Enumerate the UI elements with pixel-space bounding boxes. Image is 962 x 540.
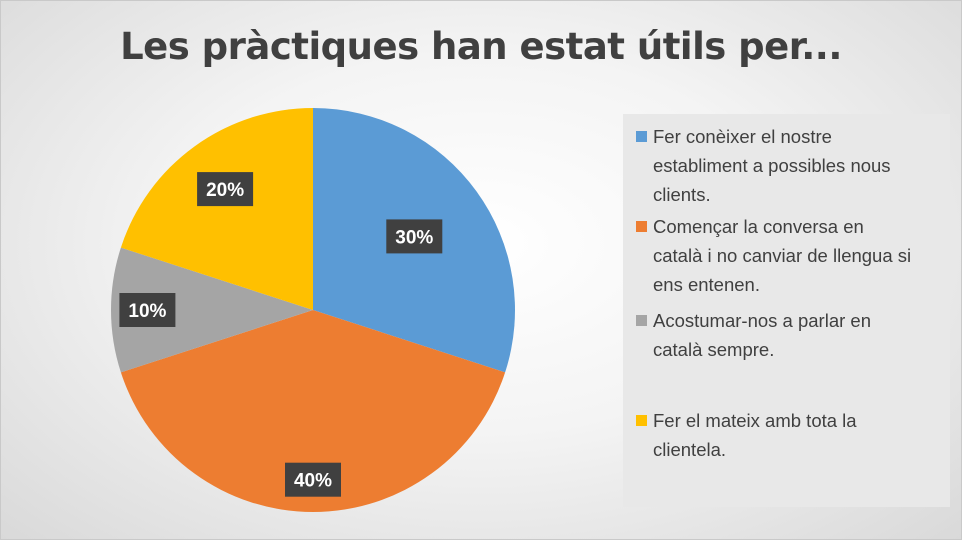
legend-item: Fer el mateix amb tota la clientela. <box>633 406 940 464</box>
data-label-text: 10% <box>128 301 166 322</box>
legend-line: establiment a possibles nous <box>653 155 891 176</box>
legend-swatch <box>636 315 647 326</box>
pie-slice <box>120 108 313 310</box>
data-label-box <box>197 172 254 207</box>
legend-line: clientela. <box>653 439 727 460</box>
data-label-box <box>386 219 443 254</box>
legend-line: català sempre. <box>653 339 775 360</box>
pie-slice <box>120 310 506 512</box>
chart-title: Les pràctiques han estat útils per... <box>120 25 842 68</box>
legend-item: Fer conèixer el nostre establiment a pos… <box>633 122 940 212</box>
data-label-box <box>119 293 176 327</box>
data-label: 10% <box>119 293 176 327</box>
data-label-text: 30% <box>395 227 433 248</box>
legend-line: clients. <box>653 184 711 205</box>
legend-line: Acostumar-nos a parlar en <box>653 310 871 331</box>
data-label-text: 40% <box>294 471 332 492</box>
legend-swatch <box>636 415 647 426</box>
legend: Fer conèixer el nostre establiment a pos… <box>623 114 950 507</box>
legend-swatch <box>636 221 647 232</box>
legend-line: ens entenen. <box>653 274 760 295</box>
legend-line: Fer conèixer el nostre <box>653 126 832 147</box>
legend-item: Començar la conversa en català i no canv… <box>633 212 940 306</box>
legend-swatch <box>636 131 647 142</box>
data-label-text: 20% <box>206 180 244 201</box>
legend-item: Acostumar-nos a parlar en català sempre. <box>633 306 940 406</box>
legend-line: català i no canviar de llengua si <box>653 245 912 266</box>
legend-line: Fer el mateix amb tota la <box>653 410 857 431</box>
legend-line: Començar la conversa en <box>653 216 864 237</box>
data-label: 30% <box>386 219 443 254</box>
data-label-box <box>285 462 341 497</box>
pie-slice <box>111 247 313 373</box>
data-label: 40% <box>285 462 341 497</box>
data-label: 20% <box>197 172 254 207</box>
